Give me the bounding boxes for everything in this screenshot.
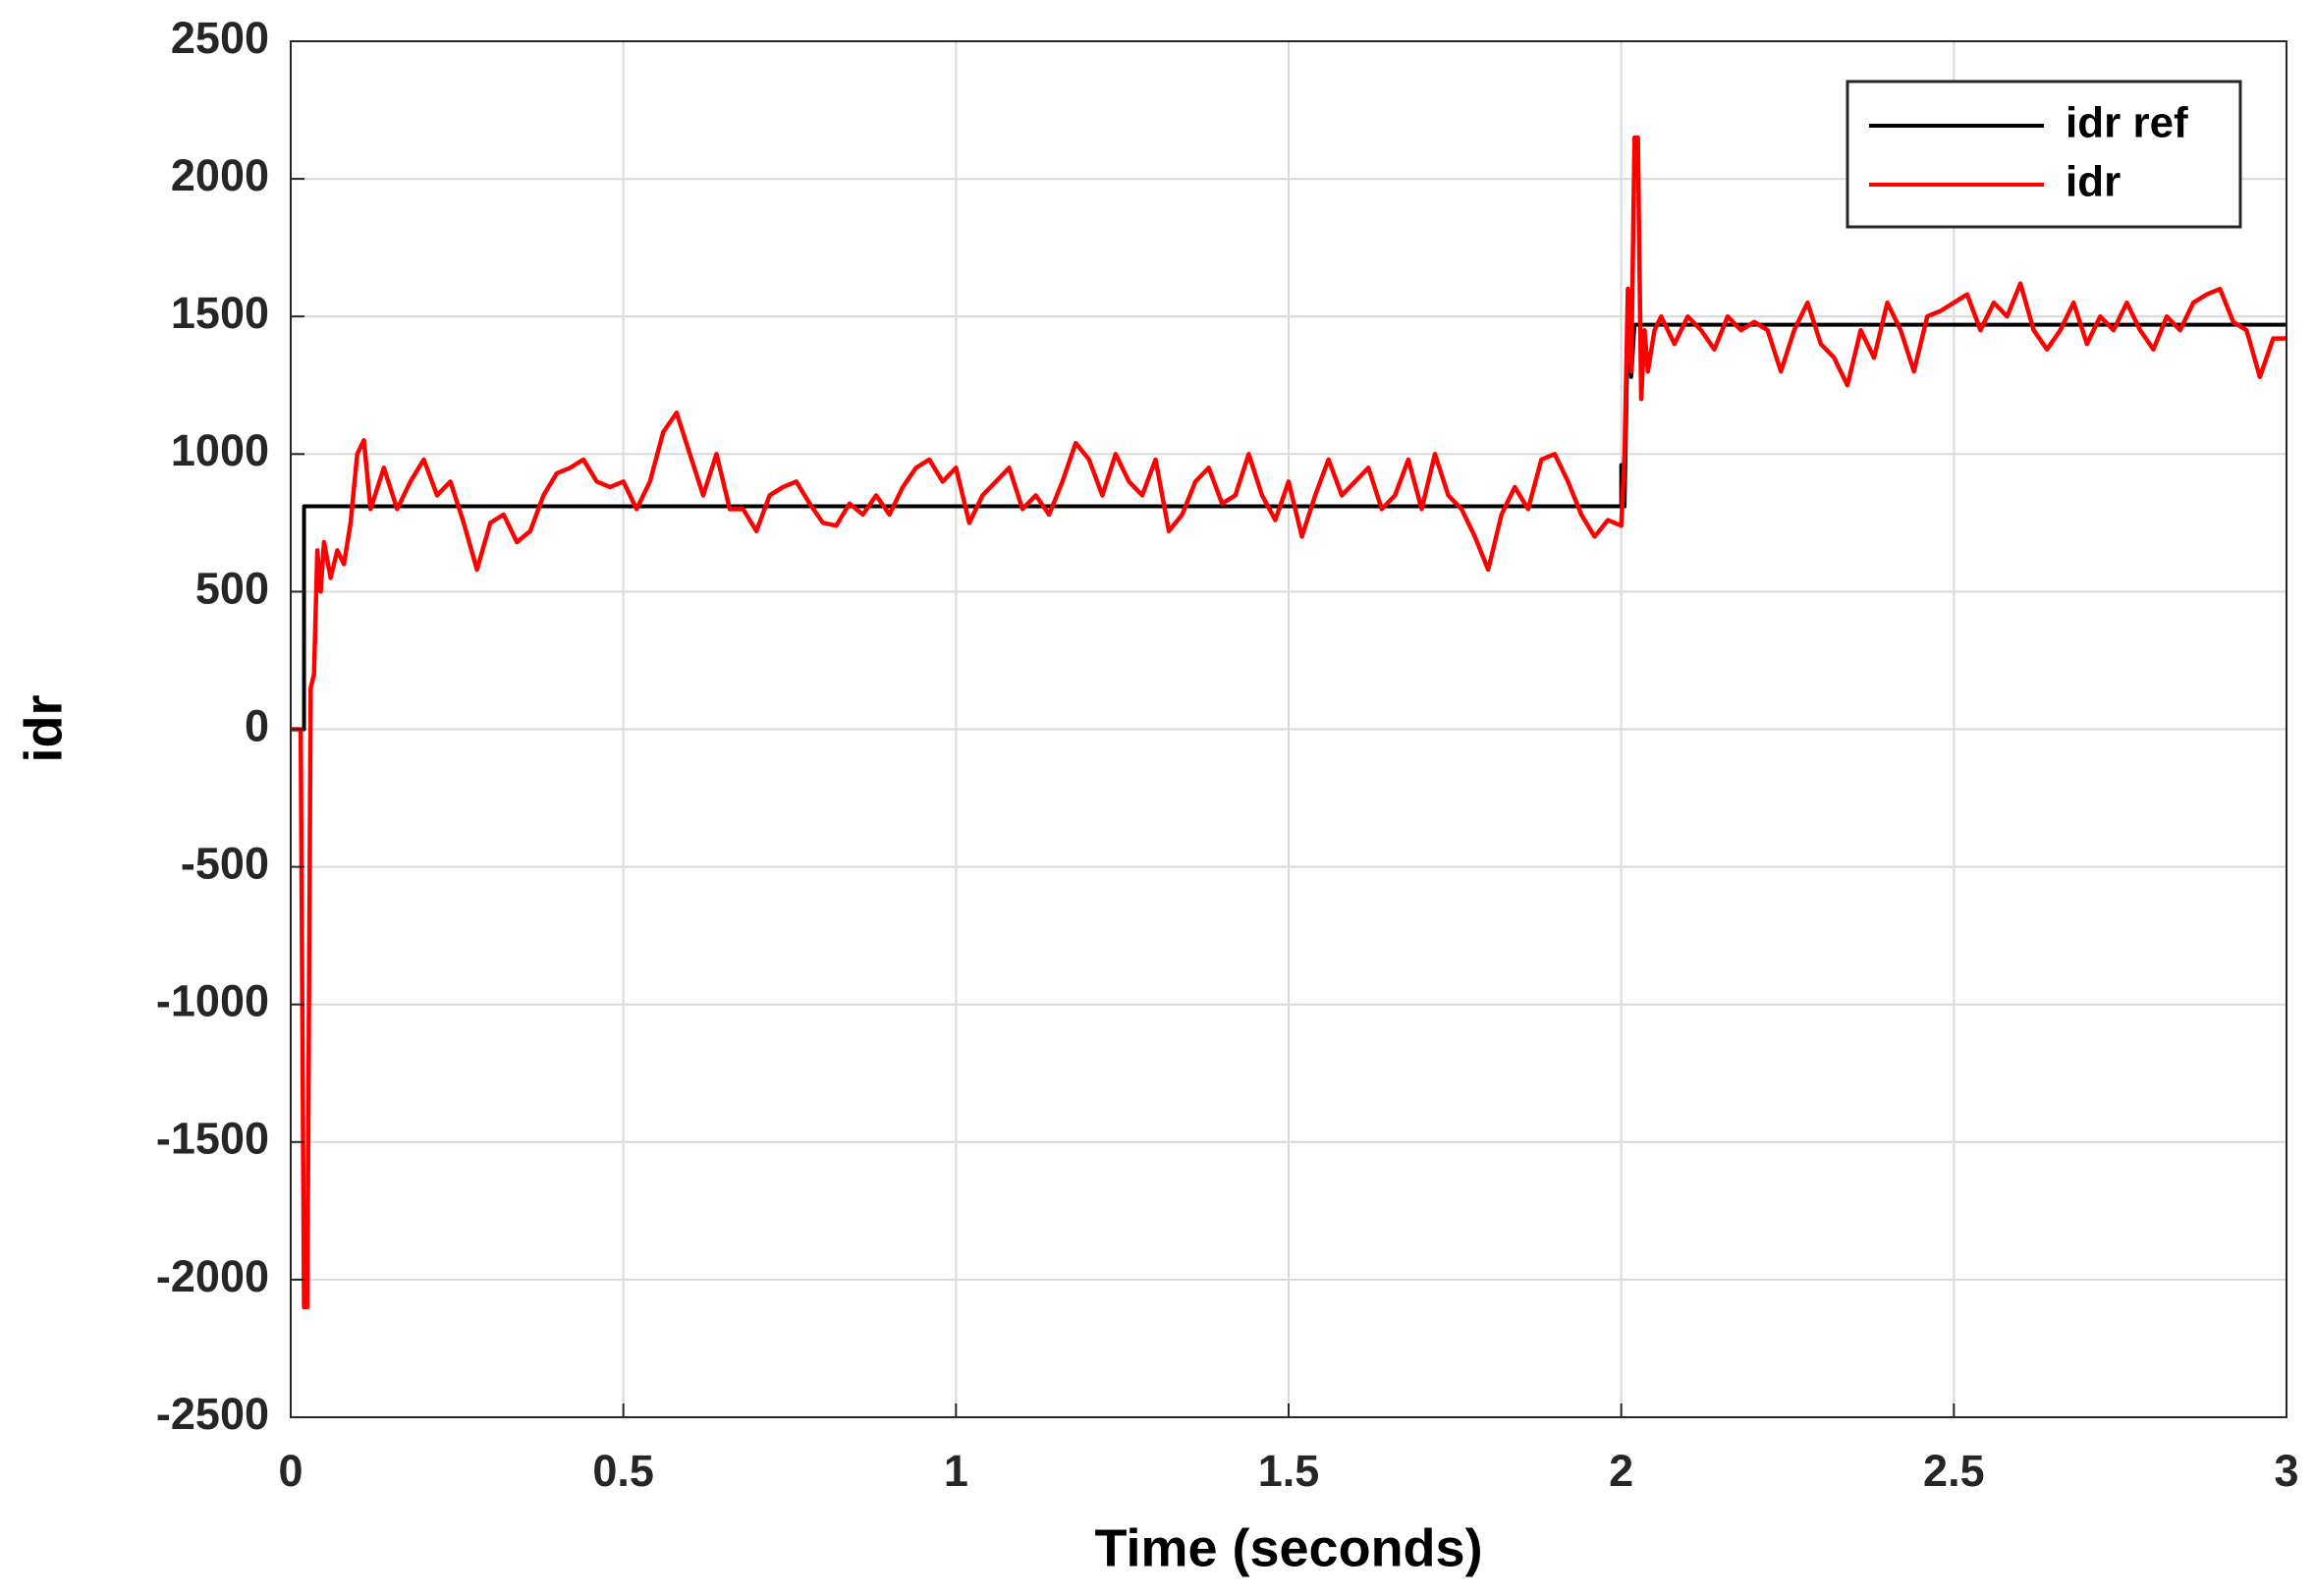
legend-label: idr ref (2066, 99, 2188, 147)
y-axis-label: idr (14, 694, 73, 762)
y-tick-label: 2500 (171, 13, 269, 63)
x-tick-label: 0.5 (592, 1446, 654, 1496)
legend-label: idr (2066, 158, 2121, 206)
x-tick-label: 1 (944, 1446, 968, 1496)
y-tick-label: -1000 (156, 976, 269, 1026)
ticks: -2500 -2000 -1500 -1000 -500 0 500 1000 1500 2000… (156, 13, 2299, 1496)
x-axis-label: Time (seconds) (1094, 1518, 1482, 1577)
y-tick-label: 500 (195, 563, 269, 613)
y-tick-label: -2000 (156, 1251, 269, 1301)
legend: idr ref idr (1846, 80, 2242, 229)
x-tick-label: 0 (278, 1446, 303, 1496)
y-tick-label: 2000 (171, 150, 269, 200)
x-tick-label: 2.5 (1923, 1446, 1985, 1496)
data-line (291, 135, 2286, 1310)
legend-box (1846, 80, 2242, 229)
y-tick-label: 0 (245, 700, 269, 750)
y-tick-label: -2500 (156, 1389, 269, 1439)
x-tick-label: 3 (2274, 1446, 2298, 1496)
y-tick-label: 1500 (171, 288, 269, 338)
y-tick-label: 1000 (171, 425, 269, 475)
y-tick-label: -1500 (156, 1114, 269, 1164)
x-tick-label: 2 (1609, 1446, 1633, 1496)
plot-lines (291, 135, 2286, 1310)
x-tick-label: 1.5 (1258, 1446, 1320, 1496)
y-tick-label: -500 (181, 838, 269, 888)
